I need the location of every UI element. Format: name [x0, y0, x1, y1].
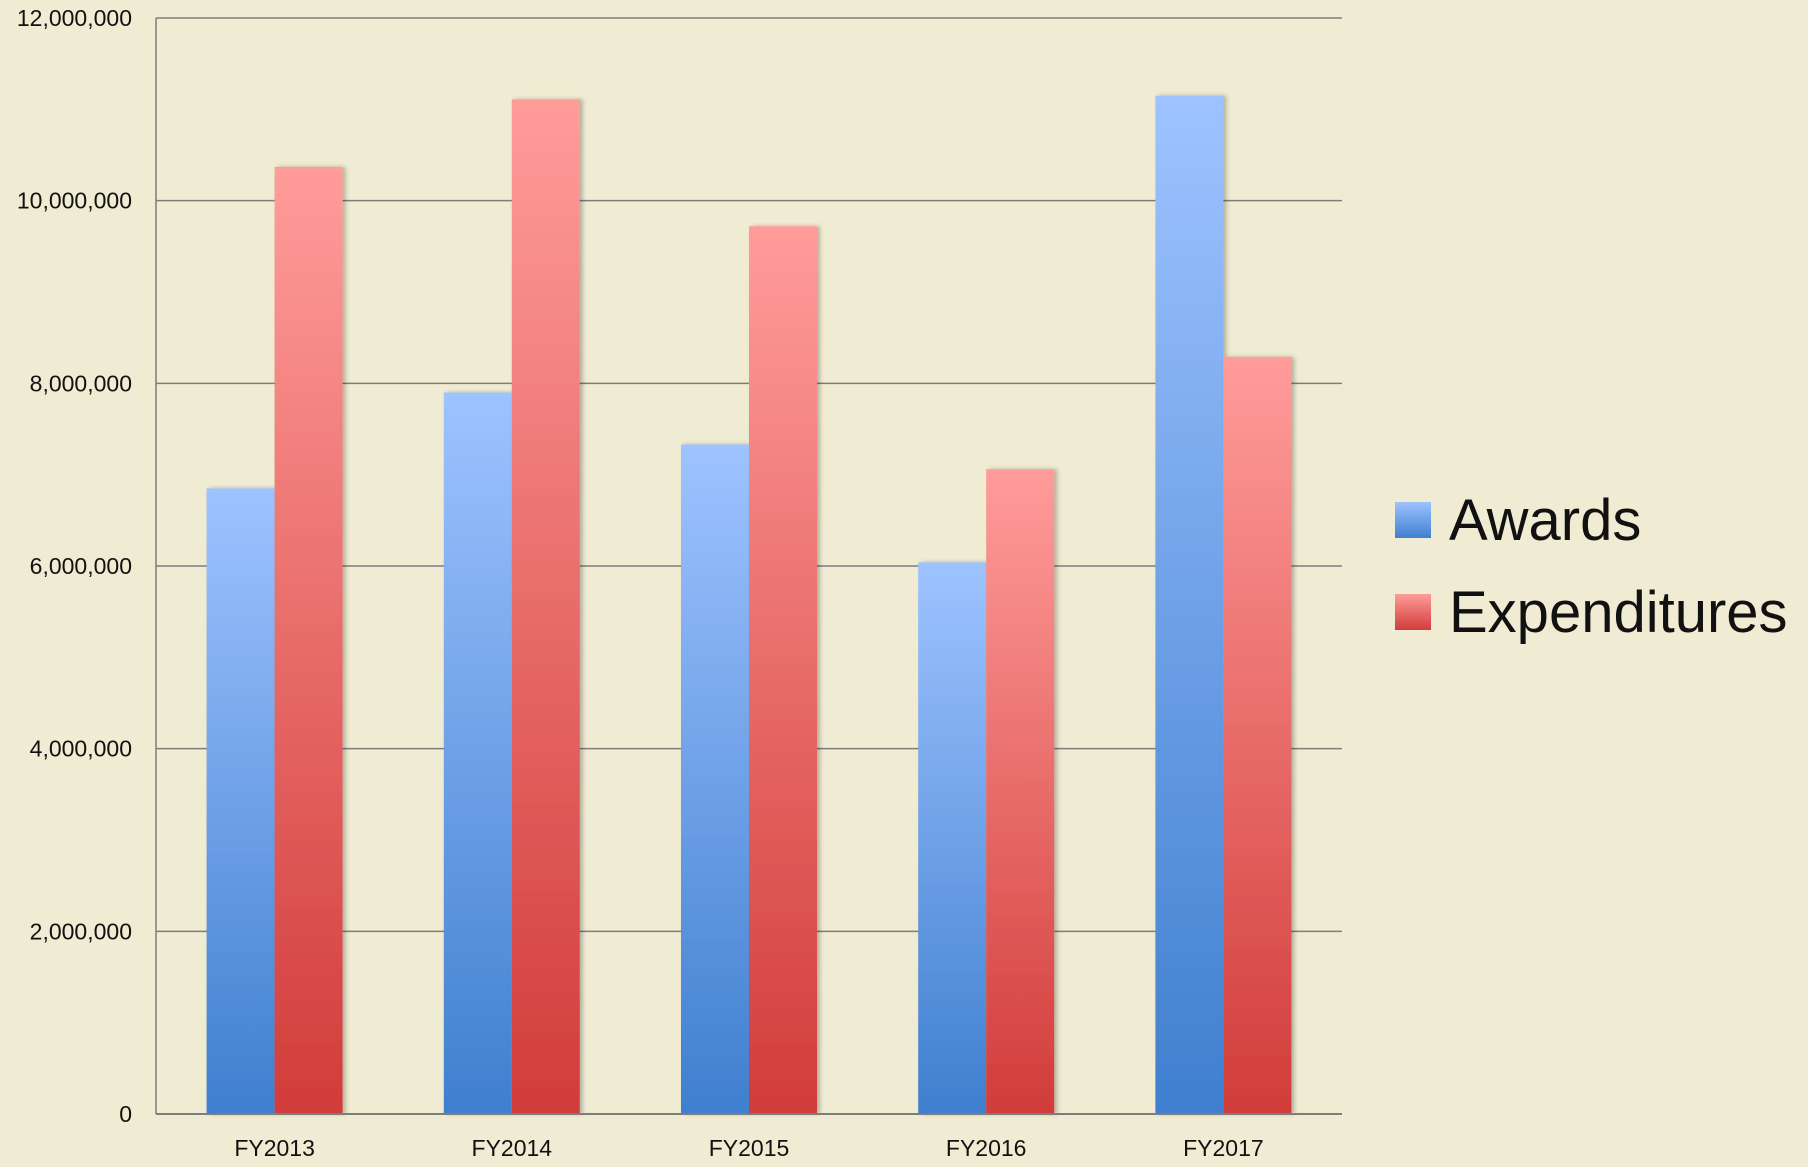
y-tick-label: 6,000,000	[30, 553, 132, 579]
axes: 0 2,000,000 4,000,000 6,000,000 8,000,000 10,…	[17, 5, 1342, 1161]
legend: Awards Expenditures	[1395, 488, 1788, 645]
x-category-label: FY2017	[1183, 1135, 1264, 1161]
bar-awards-fy2015	[681, 444, 749, 1114]
bar-expenditures-fy2017	[1223, 356, 1292, 1114]
bar-awards-fy2014	[443, 392, 512, 1114]
bar-expenditures-fy2013	[274, 166, 343, 1114]
legend-swatch-awards	[1395, 502, 1431, 538]
y-tick-label: 8,000,000	[30, 370, 132, 396]
bar-awards-fy2017	[1155, 95, 1224, 1115]
x-category-label: FY2015	[709, 1135, 790, 1161]
legend-label-awards: Awards	[1449, 488, 1641, 553]
x-category-label: FY2013	[234, 1135, 315, 1161]
x-category-label: FY2016	[946, 1135, 1027, 1161]
bar-expenditures-fy2015	[749, 226, 817, 1115]
bar-expenditures-fy2016	[986, 469, 1055, 1115]
legend-swatch-expenditures	[1395, 594, 1431, 630]
y-tick-label: 2,000,000	[30, 918, 132, 944]
x-category-label: FY2014	[472, 1135, 553, 1161]
bars	[206, 95, 1292, 1115]
y-tick-label: 10,000,000	[17, 188, 132, 214]
bar-awards-fy2013	[206, 488, 275, 1114]
y-tick-label: 4,000,000	[30, 736, 132, 762]
bar-expenditures-fy2014	[511, 99, 580, 1114]
bar-awards-fy2016	[918, 562, 987, 1114]
y-tick-label: 12,000,000	[17, 5, 132, 31]
y-tick-label: 0	[119, 1101, 132, 1127]
legend-label-expenditures: Expenditures	[1449, 580, 1788, 645]
